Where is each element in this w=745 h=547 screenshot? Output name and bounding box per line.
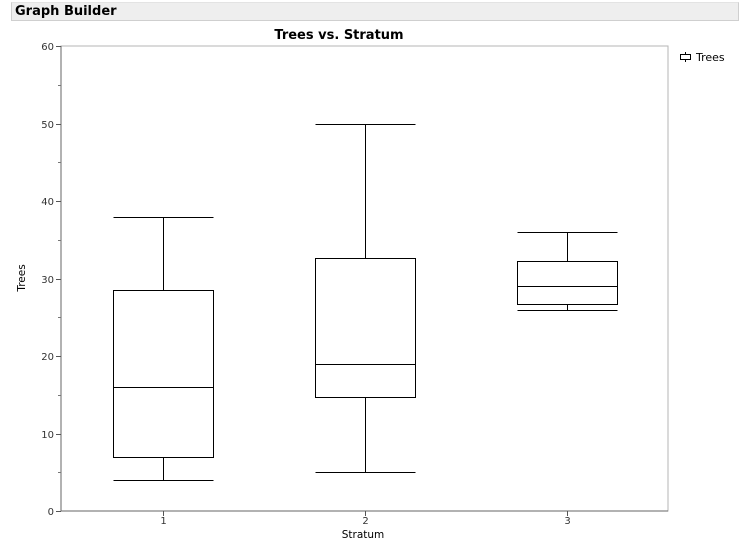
legend-box-icon <box>680 54 691 60</box>
x-axis-title[interactable]: Stratum <box>342 529 385 541</box>
chart-title: Trees vs. Stratum <box>274 28 403 43</box>
y-tick-label: 50 <box>41 120 54 131</box>
box-stratum-1[interactable] <box>113 217 214 481</box>
box-stratum-2[interactable] <box>315 124 416 473</box>
x-tick-label: 2 <box>362 516 368 527</box>
legend[interactable]: Trees <box>680 51 725 64</box>
y-tick-label: 60 <box>41 42 54 53</box>
y-tick-label: 0 <box>48 507 54 518</box>
interquartile-box <box>113 290 214 458</box>
box-stratum-3[interactable] <box>517 232 618 311</box>
interquartile-box <box>315 258 416 398</box>
window-title: Graph Builder <box>15 4 117 19</box>
window-titlebar[interactable]: Graph Builder <box>11 2 739 21</box>
y-tick-label: 30 <box>41 275 54 286</box>
interquartile-box <box>517 261 618 305</box>
legend-label: Trees <box>695 51 725 64</box>
y-tick-label: 10 <box>41 430 54 441</box>
plot-frame <box>60 45 669 512</box>
y-tick-label: 40 <box>41 197 54 208</box>
y-tick-label: 20 <box>41 352 54 363</box>
x-tick-label: 3 <box>564 516 570 527</box>
y-axis-title[interactable]: Trees <box>16 264 28 292</box>
x-tick-label: 1 <box>160 516 166 527</box>
